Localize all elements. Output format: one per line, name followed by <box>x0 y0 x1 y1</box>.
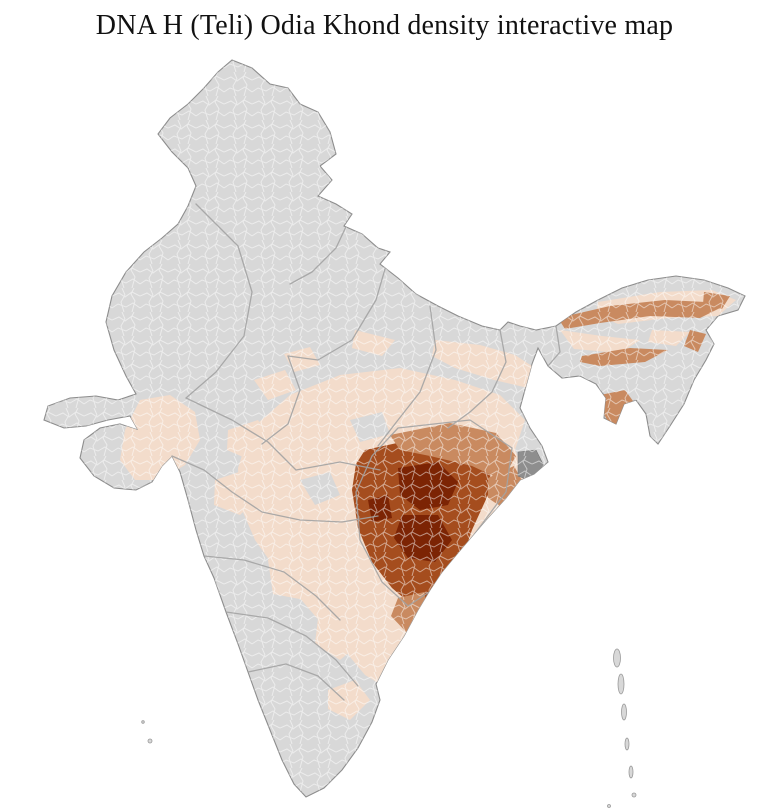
region-nodata-speckle-3[interactable] <box>420 630 455 662</box>
island[interactable] <box>613 648 621 668</box>
andaman-nicobar-islands[interactable] <box>607 648 637 808</box>
district-boundaries-texture <box>44 60 745 797</box>
state-boundaries <box>171 203 561 701</box>
island[interactable] <box>624 737 630 751</box>
island[interactable] <box>621 703 627 721</box>
island[interactable] <box>617 673 625 695</box>
lakshadweep-islands[interactable] <box>141 720 153 744</box>
island[interactable] <box>141 720 145 724</box>
island[interactable] <box>628 765 634 779</box>
island[interactable] <box>631 792 637 798</box>
region-low-bengal-coast[interactable] <box>524 482 548 510</box>
island[interactable] <box>147 738 153 744</box>
island[interactable] <box>607 804 611 808</box>
